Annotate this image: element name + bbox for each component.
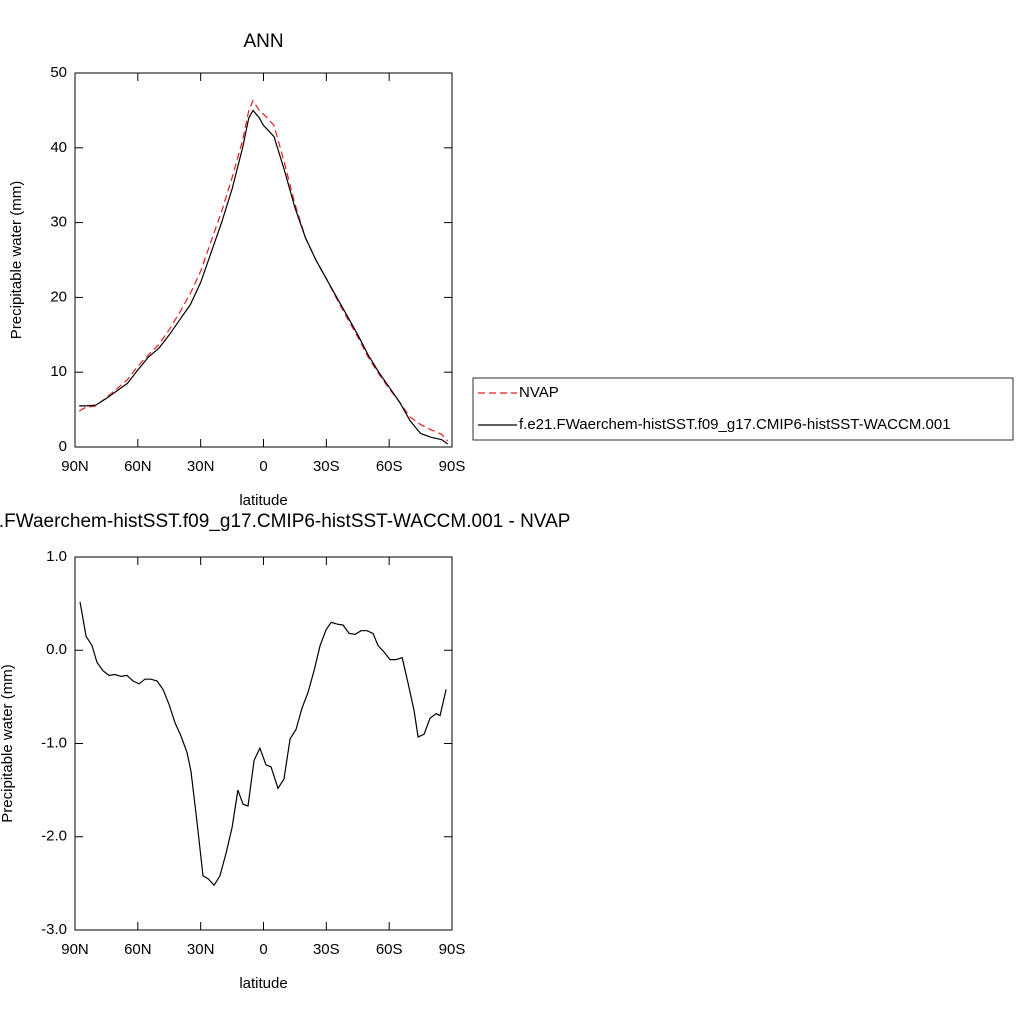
chart-title: ANN <box>243 31 283 52</box>
y-axis-label: Precipitable water (mm) <box>0 664 16 822</box>
x-tick-label: 60N <box>124 941 152 958</box>
plot-frame <box>74 556 453 931</box>
x-tick-label: 90S <box>439 458 466 475</box>
data-line <box>78 99 449 442</box>
x-tick-label: 90N <box>61 941 89 958</box>
legend-label: f.e21.FWaerchem-histSST.f09_g17.CMIP6-hi… <box>519 416 951 433</box>
y-tick-label: -3.0 <box>41 921 67 938</box>
x-axis-label: latitude <box>239 975 287 992</box>
y-tick-label: 0.0 <box>46 641 67 658</box>
y-tick-label: 50 <box>50 64 67 81</box>
x-tick-label: 30S <box>313 458 340 475</box>
x-tick-label: 90N <box>61 458 89 475</box>
y-tick-label: -2.0 <box>41 828 67 845</box>
data-line <box>79 601 447 887</box>
data-line <box>79 109 449 445</box>
x-tick-label: 30N <box>187 458 215 475</box>
y-tick-label: 20 <box>50 288 67 305</box>
y-axis-label: Precipitable water (mm) <box>8 181 25 339</box>
plot-frame <box>74 72 453 448</box>
y-tick-label: -1.0 <box>41 734 67 751</box>
chart-title: f.e21.FWaerchem-histSST.f09_g17.CMIP6-hi… <box>0 511 570 532</box>
legend-box <box>472 377 1014 441</box>
y-tick-label: 30 <box>50 214 67 231</box>
y-tick-label: 10 <box>50 363 67 380</box>
x-tick-label: 0 <box>259 941 267 958</box>
x-tick-label: 60S <box>376 941 403 958</box>
x-tick-label: 60N <box>124 458 152 475</box>
y-tick-label: 0 <box>59 438 67 455</box>
x-tick-label: 30N <box>187 941 215 958</box>
x-tick-label: 30S <box>313 941 340 958</box>
x-tick-label: 60S <box>376 458 403 475</box>
legend-label: NVAP <box>519 384 559 401</box>
y-tick-label: 1.0 <box>46 548 67 565</box>
x-axis-label: latitude <box>239 492 287 509</box>
y-tick-label: 40 <box>50 139 67 156</box>
x-tick-label: 90S <box>439 941 466 958</box>
x-tick-label: 0 <box>259 458 267 475</box>
